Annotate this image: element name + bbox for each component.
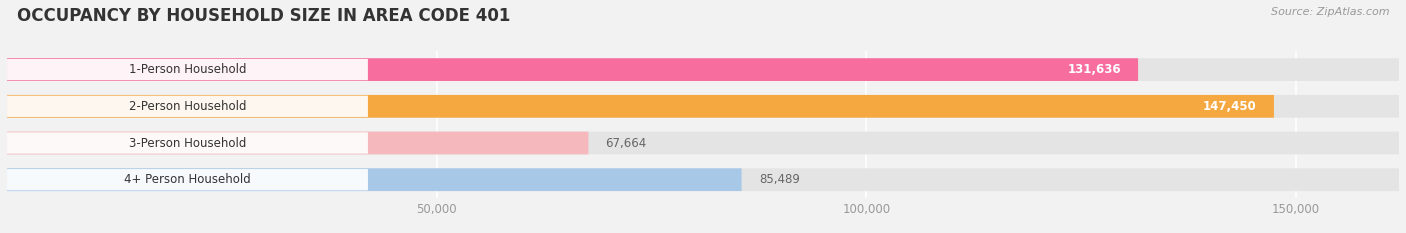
FancyBboxPatch shape [7, 169, 368, 190]
FancyBboxPatch shape [7, 168, 741, 191]
FancyBboxPatch shape [7, 95, 1274, 118]
FancyBboxPatch shape [7, 168, 1399, 191]
FancyBboxPatch shape [7, 58, 1137, 81]
Text: 147,450: 147,450 [1204, 100, 1257, 113]
FancyBboxPatch shape [7, 95, 1399, 118]
FancyBboxPatch shape [7, 132, 368, 154]
FancyBboxPatch shape [7, 132, 1399, 154]
FancyBboxPatch shape [7, 58, 1399, 81]
FancyBboxPatch shape [7, 96, 368, 117]
FancyBboxPatch shape [7, 59, 368, 80]
Text: 67,664: 67,664 [606, 137, 647, 150]
Text: OCCUPANCY BY HOUSEHOLD SIZE IN AREA CODE 401: OCCUPANCY BY HOUSEHOLD SIZE IN AREA CODE… [17, 7, 510, 25]
Text: 2-Person Household: 2-Person Household [129, 100, 246, 113]
FancyBboxPatch shape [7, 132, 589, 154]
Text: 131,636: 131,636 [1067, 63, 1121, 76]
Text: 85,489: 85,489 [759, 173, 800, 186]
Text: 4+ Person Household: 4+ Person Household [124, 173, 250, 186]
Text: 3-Person Household: 3-Person Household [129, 137, 246, 150]
Text: 1-Person Household: 1-Person Household [129, 63, 246, 76]
Text: Source: ZipAtlas.com: Source: ZipAtlas.com [1271, 7, 1389, 17]
